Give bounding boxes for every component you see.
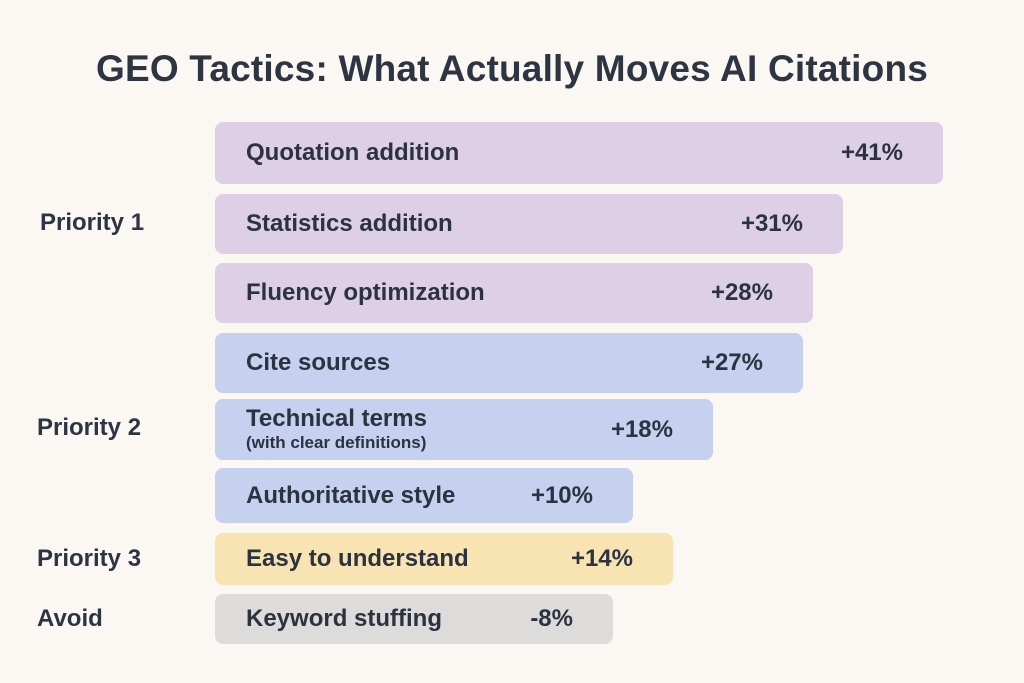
group-label-avoid: Avoid <box>37 605 103 632</box>
bar-value-keyword-stuffing: -8% <box>530 605 573 632</box>
bar-cite-sources <box>215 333 803 393</box>
bar-sublabel-technical-terms: (with clear definitions) <box>246 433 427 452</box>
bar-value-easy-to-understand: +14% <box>570 545 633 572</box>
bar-easy-to-understand <box>215 533 673 585</box>
bar-statistics-addition <box>215 194 843 254</box>
bar-technical-terms <box>215 399 713 460</box>
bar-keyword-stuffing <box>215 594 613 644</box>
bar-value-technical-terms: +18% <box>610 416 673 443</box>
bar-value-cite-sources: +27% <box>700 349 763 376</box>
bar-label-fluency-optimization: Fluency optimization <box>246 279 485 306</box>
bar-label-keyword-stuffing: Keyword stuffing <box>246 605 442 632</box>
bar-quotation-addition <box>215 122 943 184</box>
chart-title: GEO Tactics: What Actually Moves AI Cita… <box>95 48 929 89</box>
bar-label-statistics-addition: Statistics addition <box>246 210 453 237</box>
bar-value-quotation-addition: +41% <box>840 139 903 166</box>
bar-value-authoritative-style: +10% <box>530 482 593 509</box>
bar-authoritative-style <box>215 468 633 523</box>
bar-fluency-optimization <box>215 263 813 323</box>
bar-label-cite-sources: Cite sources <box>246 349 391 376</box>
bar-label-authoritative-style: Authoritative style <box>246 482 456 509</box>
group-label-priority-2: Priority 2 <box>37 414 142 441</box>
bar-value-fluency-optimization: +28% <box>710 279 773 306</box>
bar-value-statistics-addition: +31% <box>740 210 803 237</box>
bar-label-quotation-addition: Quotation addition <box>246 139 460 166</box>
group-label-priority-3: Priority 3 <box>37 545 142 572</box>
bar-label-technical-terms: Technical terms <box>246 405 427 432</box>
group-label-priority-1: Priority 1 <box>40 209 145 236</box>
bar-label-easy-to-understand: Easy to understand <box>246 545 469 572</box>
